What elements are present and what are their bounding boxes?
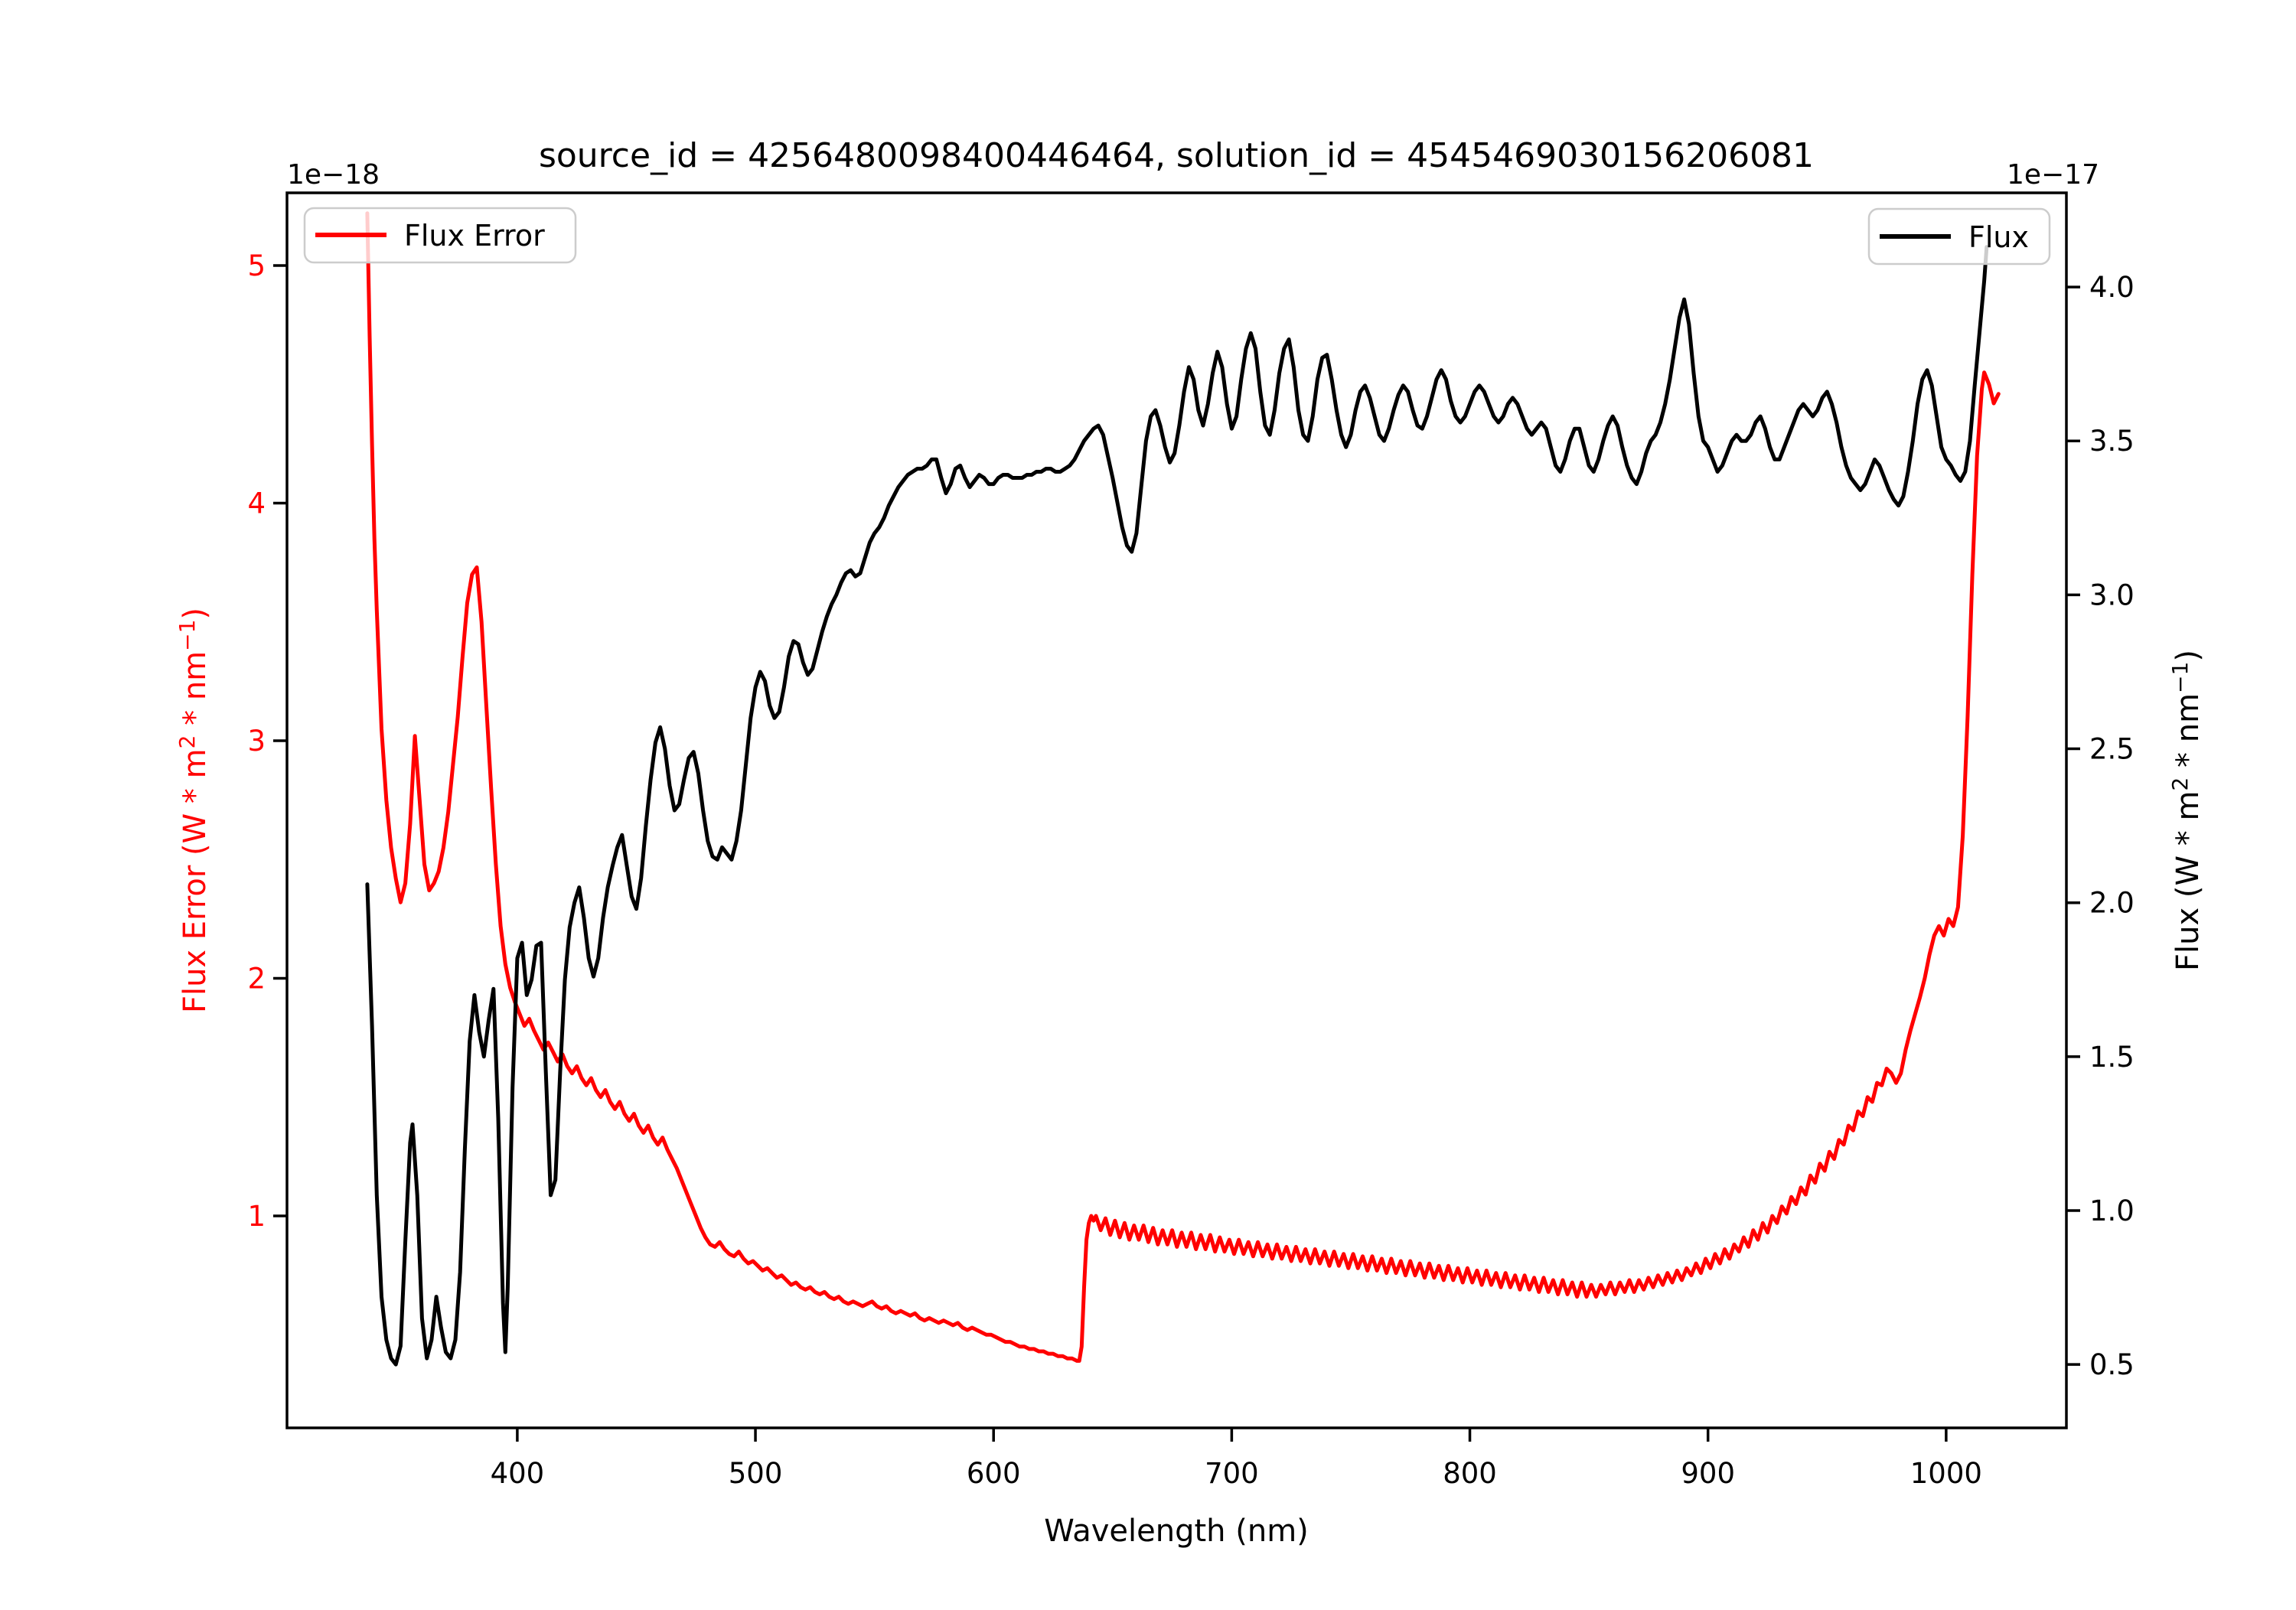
right-axis-offset-text: 1e−17 <box>2007 159 2099 191</box>
x-tick-400-label: 400 <box>491 1457 545 1490</box>
x-tick-600-label: 600 <box>967 1457 1021 1490</box>
left-y-axis-label: Flux Error (W * m2 * nm−1) <box>174 608 213 1013</box>
plot-border <box>285 191 2068 1429</box>
x-tick-800-label: 800 <box>1443 1457 1497 1490</box>
left-y-tick-5-label: 5 <box>247 249 266 282</box>
left-y-tick-1-label: 1 <box>247 1200 266 1233</box>
x-tick-1000-label: 1000 <box>1910 1457 1982 1490</box>
left-y-tick-3-label: 3 <box>247 725 266 758</box>
x-tick-500-label: 500 <box>729 1457 783 1490</box>
right-y-tick-2.0-label: 2.0 <box>2089 887 2135 920</box>
left-y-tick-4-label: 4 <box>247 487 266 520</box>
left-axis-offset-text: 1e−18 <box>287 159 380 191</box>
legend-flux-label: Flux <box>1968 220 2029 254</box>
x-axis-label: Wavelength (nm) <box>1044 1514 1309 1549</box>
legend-flux: Flux <box>1867 207 2051 266</box>
right-y-axis-ticks: 0.5 1.0 1.5 2.0 2.5 3.0 3.5 4.0 <box>2066 271 2135 1381</box>
right-y-tick-0.5-label: 0.5 <box>2089 1348 2135 1381</box>
legend-flux-box <box>1867 207 2051 266</box>
right-y-tick-1.0-label: 1.0 <box>2089 1194 2135 1227</box>
right-y-axis-label: Flux (W * m2 * nm−1) <box>2167 650 2206 971</box>
right-y-tick-4.0-label: 4.0 <box>2089 271 2135 304</box>
left-y-axis-ticks: 1 2 3 4 5 <box>247 249 287 1233</box>
x-tick-900-label: 900 <box>1681 1457 1735 1490</box>
right-y-tick-1.5-label: 1.5 <box>2089 1041 2135 1074</box>
flux-error-line <box>365 211 2001 1363</box>
left-y-tick-2-label: 2 <box>247 963 266 996</box>
x-tick-700-label: 700 <box>1205 1457 1259 1490</box>
legend-flux-error: Flux Error <box>303 207 577 264</box>
legend-flux-error-box <box>303 207 577 264</box>
right-y-tick-3.5-label: 3.5 <box>2089 425 2135 458</box>
legend-flux-error-label: Flux Error <box>404 219 545 253</box>
right-y-tick-2.5-label: 2.5 <box>2089 733 2135 766</box>
x-axis-ticks: 400 500 600 700 800 900 1000 <box>491 1428 1982 1490</box>
right-y-tick-3.0-label: 3.0 <box>2089 578 2135 611</box>
chart-title: source_id = 4256480098400446464, solutio… <box>539 136 1814 175</box>
flux-line <box>365 245 1989 1367</box>
